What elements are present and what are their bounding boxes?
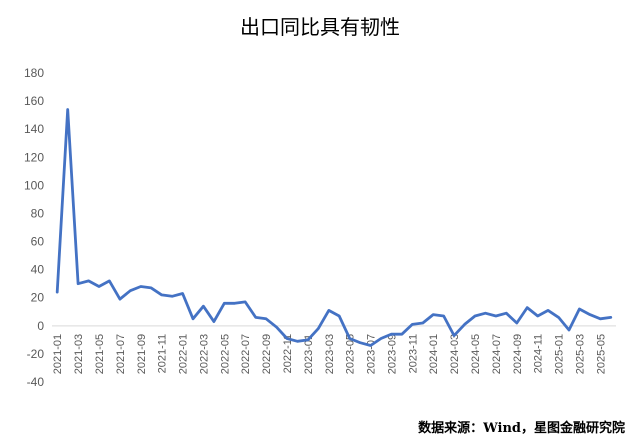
source-note: 数据来源：Wind，星图金融研究院	[418, 420, 625, 436]
y-tick-label: 60	[31, 235, 45, 249]
x-tick-label: 2024-03	[449, 334, 461, 374]
y-tick-label: 0	[37, 319, 44, 333]
x-tick-label: 2022-07	[240, 334, 252, 374]
data-points	[57, 109, 611, 346]
y-tick-label: 80	[31, 206, 45, 220]
x-tick-label: 2023-09	[386, 334, 398, 374]
series-line	[55, 108, 613, 347]
x-tick-label: 2021-07	[115, 334, 127, 374]
x-tick-label: 2021-05	[94, 334, 106, 374]
x-tick-label: 2025-05	[595, 334, 607, 374]
y-tick-label: 40	[31, 263, 45, 277]
y-tick-label: 20	[31, 291, 45, 305]
x-tick-label: 2025-03	[574, 334, 586, 374]
x-tick-label: 2024-07	[491, 334, 503, 374]
x-tick-label: 2024-01	[428, 334, 440, 374]
x-tick-label: 2022-11	[282, 334, 294, 374]
x-tick-label: 2024-09	[512, 334, 524, 374]
x-tick-label: 2023-07	[366, 334, 378, 374]
x-axis-ticks: 2021-01 2021-03 2021-05 2021-07 2021-09 2021-…	[52, 334, 607, 374]
y-tick-label: 100	[24, 178, 44, 192]
x-tick-label: 2023-11	[407, 334, 419, 374]
y-tick-label: 160	[24, 94, 44, 108]
y-tick-label: 140	[24, 122, 44, 136]
y-tick-label: -40	[27, 375, 45, 389]
chart-title: 出口同比具有韧性	[240, 15, 400, 39]
x-tick-label: 2023-05	[345, 334, 357, 374]
y-tick-label: 180	[24, 66, 44, 80]
x-tick-label: 2024-11	[533, 334, 545, 374]
y-axis-ticks: -40 -20 0 20 40 60 80 100 120 140 160 180	[24, 66, 44, 389]
x-tick-label: 2021-01	[52, 334, 64, 374]
x-tick-label: 2021-03	[73, 334, 85, 374]
y-tick-label: -20	[27, 347, 45, 361]
x-tick-label: 2022-03	[198, 334, 210, 374]
x-tick-label: 2023-03	[324, 334, 336, 374]
y-tick-label: 120	[24, 150, 44, 164]
x-tick-label: 2021-09	[136, 334, 148, 374]
x-tick-label: 2021-11	[157, 334, 169, 374]
x-tick-label: 2022-01	[178, 334, 190, 374]
x-tick-label: 2023-01	[303, 334, 315, 374]
x-tick-label: 2022-05	[219, 334, 231, 374]
x-tick-label: 2025-01	[554, 334, 566, 374]
x-tick-label: 2024-05	[470, 334, 482, 374]
x-tick-label: 2022-09	[261, 334, 273, 374]
